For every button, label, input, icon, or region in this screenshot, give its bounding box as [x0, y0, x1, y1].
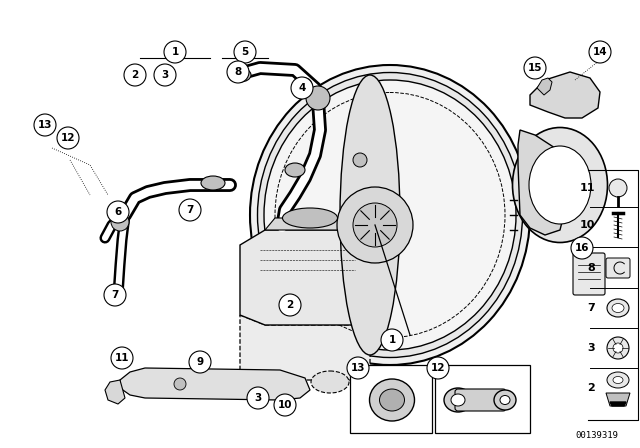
Ellipse shape: [311, 371, 349, 393]
Ellipse shape: [380, 389, 404, 411]
Text: 13: 13: [351, 363, 365, 373]
Ellipse shape: [444, 388, 472, 412]
Circle shape: [589, 41, 611, 63]
Polygon shape: [105, 380, 125, 404]
Circle shape: [247, 387, 269, 409]
Ellipse shape: [612, 303, 624, 313]
Circle shape: [427, 357, 449, 379]
Bar: [435, 365, 530, 433]
Circle shape: [179, 199, 201, 221]
Text: 3: 3: [254, 393, 262, 403]
Ellipse shape: [285, 163, 305, 177]
Ellipse shape: [369, 379, 415, 421]
FancyBboxPatch shape: [455, 389, 506, 411]
Circle shape: [607, 337, 629, 359]
Ellipse shape: [500, 396, 510, 405]
Text: 3: 3: [161, 70, 168, 80]
Ellipse shape: [229, 68, 251, 82]
Ellipse shape: [201, 176, 225, 190]
Text: 8: 8: [588, 263, 595, 273]
Text: 00139319: 00139319: [575, 431, 618, 440]
Polygon shape: [610, 402, 626, 406]
Ellipse shape: [513, 128, 607, 242]
Text: 15: 15: [528, 63, 542, 73]
Circle shape: [571, 237, 593, 259]
Text: 4: 4: [298, 83, 306, 93]
Text: 12: 12: [61, 133, 76, 143]
Text: 2: 2: [588, 383, 595, 393]
Circle shape: [353, 203, 397, 247]
Circle shape: [274, 394, 296, 416]
Text: 11: 11: [115, 353, 129, 363]
FancyBboxPatch shape: [573, 253, 605, 295]
Text: 14: 14: [593, 47, 607, 57]
Polygon shape: [265, 218, 355, 230]
Circle shape: [164, 41, 186, 63]
Circle shape: [279, 294, 301, 316]
Text: 9: 9: [196, 357, 204, 367]
Text: 11: 11: [579, 183, 595, 193]
Polygon shape: [537, 78, 552, 95]
Polygon shape: [240, 230, 370, 325]
Ellipse shape: [256, 371, 294, 393]
Text: 12: 12: [431, 363, 445, 373]
Ellipse shape: [451, 394, 465, 406]
Circle shape: [306, 86, 330, 110]
Circle shape: [353, 153, 367, 167]
Text: 13: 13: [38, 120, 52, 130]
Text: 1: 1: [172, 47, 179, 57]
Text: 7: 7: [588, 303, 595, 313]
Circle shape: [107, 201, 129, 223]
Ellipse shape: [607, 372, 629, 388]
Circle shape: [234, 41, 256, 63]
Ellipse shape: [257, 73, 522, 358]
Ellipse shape: [494, 390, 516, 410]
Polygon shape: [518, 130, 565, 235]
FancyBboxPatch shape: [606, 258, 630, 278]
Ellipse shape: [613, 376, 623, 383]
Text: 8: 8: [234, 67, 242, 77]
Bar: [350, 365, 432, 433]
Ellipse shape: [340, 75, 400, 355]
Circle shape: [104, 284, 126, 306]
Circle shape: [227, 61, 249, 83]
Circle shape: [613, 343, 623, 353]
Circle shape: [337, 187, 413, 263]
Text: 10: 10: [580, 220, 595, 230]
Circle shape: [34, 114, 56, 136]
Text: 1: 1: [388, 335, 396, 345]
Circle shape: [111, 213, 129, 231]
Circle shape: [609, 179, 627, 197]
Ellipse shape: [607, 299, 629, 317]
Ellipse shape: [264, 80, 516, 350]
Circle shape: [124, 64, 146, 86]
Circle shape: [298, 78, 312, 92]
Circle shape: [111, 347, 133, 369]
Circle shape: [189, 351, 211, 373]
Text: 7: 7: [111, 290, 118, 300]
Circle shape: [291, 77, 313, 99]
Circle shape: [347, 357, 369, 379]
Circle shape: [524, 57, 546, 79]
Ellipse shape: [250, 65, 530, 365]
Polygon shape: [240, 315, 370, 380]
Polygon shape: [530, 72, 600, 118]
Text: 2: 2: [286, 300, 294, 310]
Ellipse shape: [282, 208, 337, 228]
Text: 7: 7: [186, 205, 194, 215]
Polygon shape: [606, 393, 630, 406]
Text: 6: 6: [115, 207, 122, 217]
Polygon shape: [120, 368, 310, 400]
Text: 2: 2: [131, 70, 139, 80]
Circle shape: [57, 127, 79, 149]
Circle shape: [154, 64, 176, 86]
Ellipse shape: [529, 146, 591, 224]
Circle shape: [174, 378, 186, 390]
Text: 16: 16: [575, 243, 589, 253]
Circle shape: [381, 329, 403, 351]
Text: 10: 10: [278, 400, 292, 410]
Text: 5: 5: [241, 47, 248, 57]
Text: 3: 3: [588, 343, 595, 353]
